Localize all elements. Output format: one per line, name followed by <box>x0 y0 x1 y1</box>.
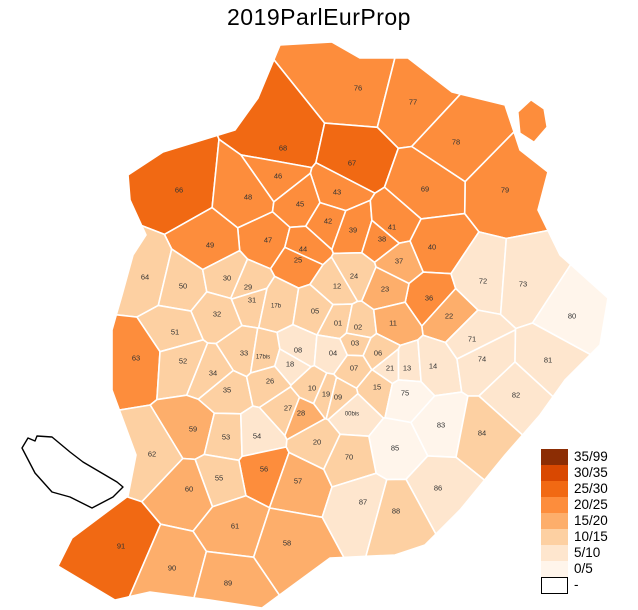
legend-label: 15/20 <box>574 513 608 528</box>
legend-swatch <box>541 545 568 561</box>
figure-title: 2019ParlEurProp <box>227 4 411 30</box>
legend-swatch <box>541 497 568 513</box>
legend-label: 5/10 <box>574 545 601 560</box>
legend-row-0-5: 0/5 <box>541 561 608 577</box>
map-region-88 <box>365 478 437 558</box>
map-exclave <box>517 99 548 143</box>
legend-swatch <box>541 529 568 545</box>
map-region-82 <box>478 361 554 436</box>
legend-row-25-30: 25/30 <box>541 481 608 497</box>
legend-swatch <box>541 481 568 497</box>
legend-row-30-35: 30/35 <box>541 465 608 481</box>
legend-row-15-20: 15/20 <box>541 513 608 529</box>
legend-row-20-25: 20/25 <box>541 497 608 513</box>
legend-row-10-15: 10/15 <box>541 529 608 545</box>
legend-label: 30/35 <box>574 465 608 480</box>
legend-swatch <box>541 513 568 529</box>
map-region-89 <box>193 550 281 609</box>
map-legend: 35/99 30/35 25/30 20/25 15/20 10/15 5/10 0/5- <box>541 449 608 594</box>
legend-swatch <box>541 576 568 594</box>
legend-swatch <box>541 561 568 577</box>
legend-row-35-99: 35/99 <box>541 449 608 465</box>
legend-label: 25/30 <box>574 481 608 496</box>
legend-label: 10/15 <box>574 529 608 544</box>
legend-row--: - <box>541 576 608 594</box>
legend-label: - <box>574 577 579 592</box>
legend-row-5-10: 5/10 <box>541 545 608 561</box>
lake-outline <box>21 435 124 509</box>
map-region-80 <box>531 263 609 356</box>
legend-label: 20/25 <box>574 497 608 512</box>
legend-label: 0/5 <box>574 561 593 576</box>
legend-label: 35/99 <box>574 449 608 464</box>
legend-swatch <box>541 465 568 481</box>
legend-swatch <box>541 449 568 465</box>
